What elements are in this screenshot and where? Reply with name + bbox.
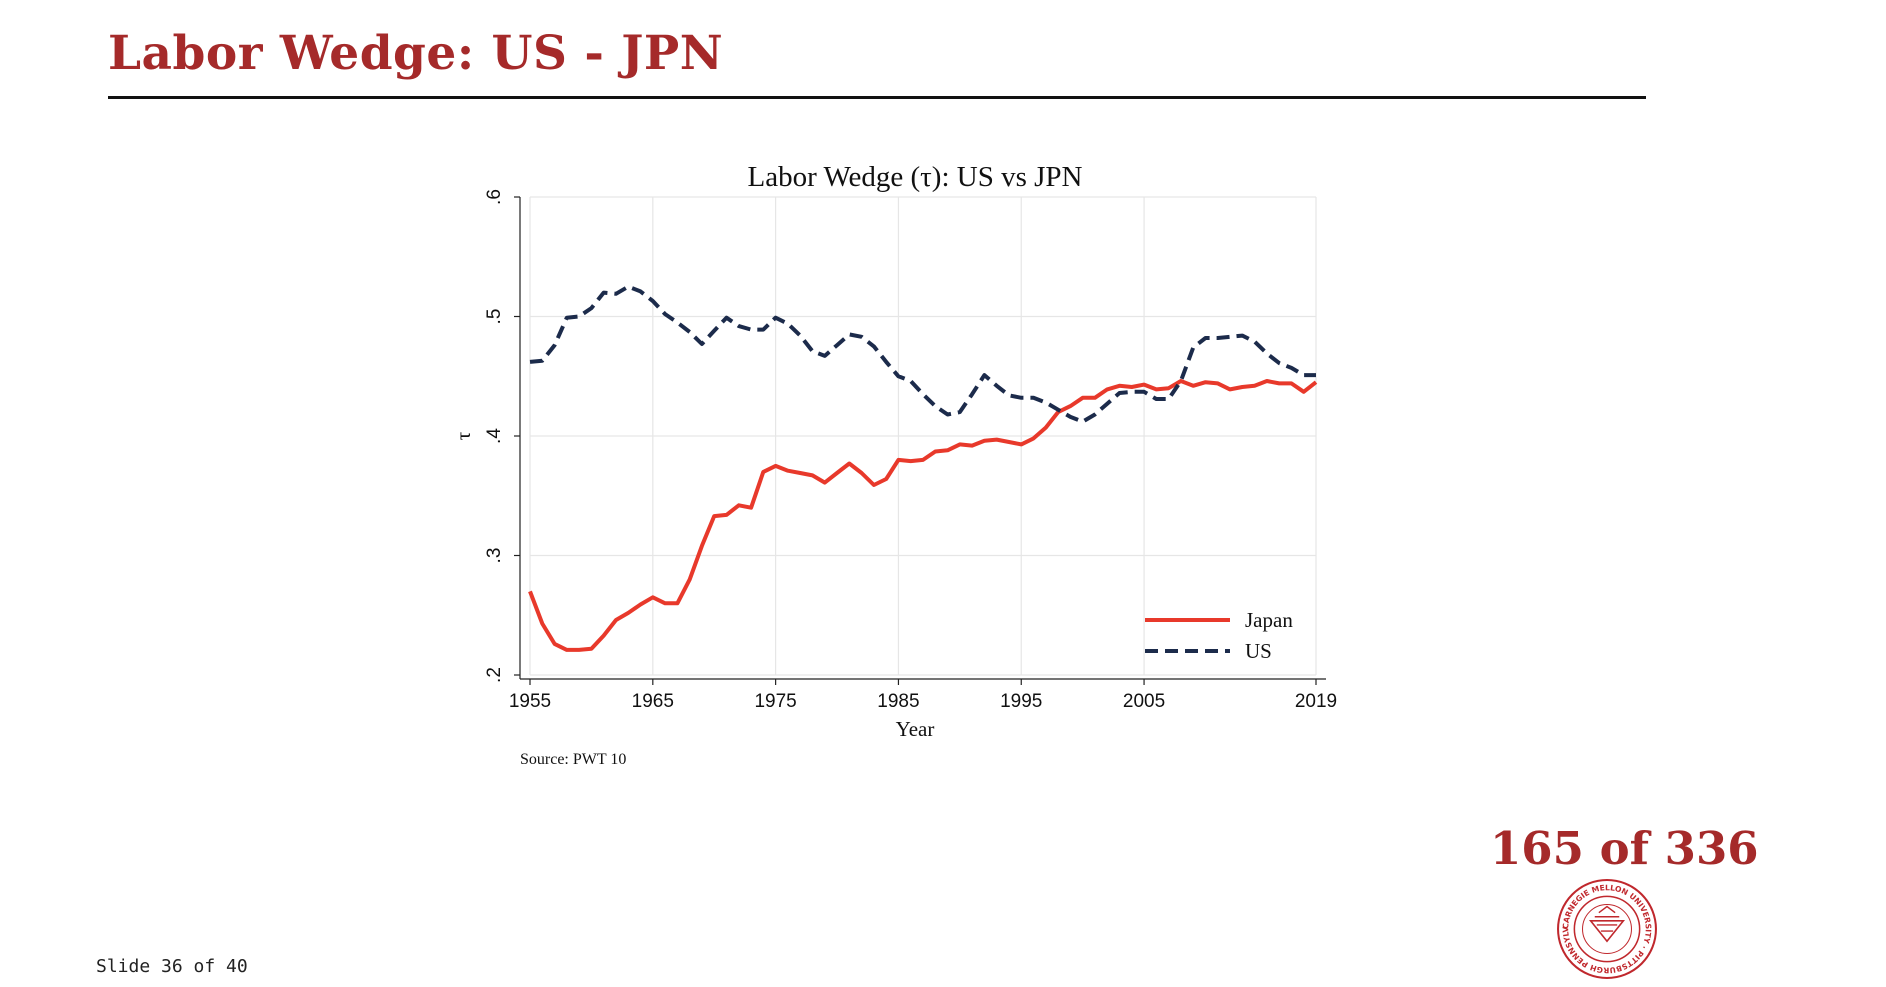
title-divider (108, 96, 1646, 99)
y-axis-label: τ (451, 432, 475, 440)
y-tick-label: .2 (484, 667, 505, 683)
series-line-japan (528, 379, 1318, 652)
series-line-us (529, 284, 1316, 424)
chart-title: Labor Wedge (τ): US vs JPN (747, 161, 1082, 193)
x-tick-label: 1985 (877, 691, 919, 712)
legend-label-japan: Japan (1245, 608, 1293, 632)
y-tick-label: .5 (484, 309, 505, 325)
x-tick-label: 2005 (1123, 691, 1165, 712)
y-tick-label: .3 (484, 548, 505, 564)
slide-title: Labor Wedge: US - JPN (108, 26, 724, 81)
y-tick-label: .6 (484, 189, 505, 205)
page-counter: 165 of 336 (1490, 822, 1759, 875)
x-tick-label: 2019 (1295, 691, 1337, 712)
x-axis-label: Year (896, 717, 935, 741)
source-note: Source: PWT 10 (520, 751, 626, 768)
x-tick-label: 1975 (754, 691, 796, 712)
slide-number: Slide 36 of 40 (96, 956, 248, 977)
x-tick-label: 1955 (509, 691, 551, 712)
x-tick-label: 1965 (632, 691, 674, 712)
legend-label-us: US (1245, 639, 1272, 663)
y-tick-label: .4 (484, 428, 505, 444)
university-seal-icon: CARNEGIE MELLON UNIVERSITY · PITTSBURGH … (1556, 878, 1657, 979)
x-tick-label: 1995 (1000, 691, 1042, 712)
